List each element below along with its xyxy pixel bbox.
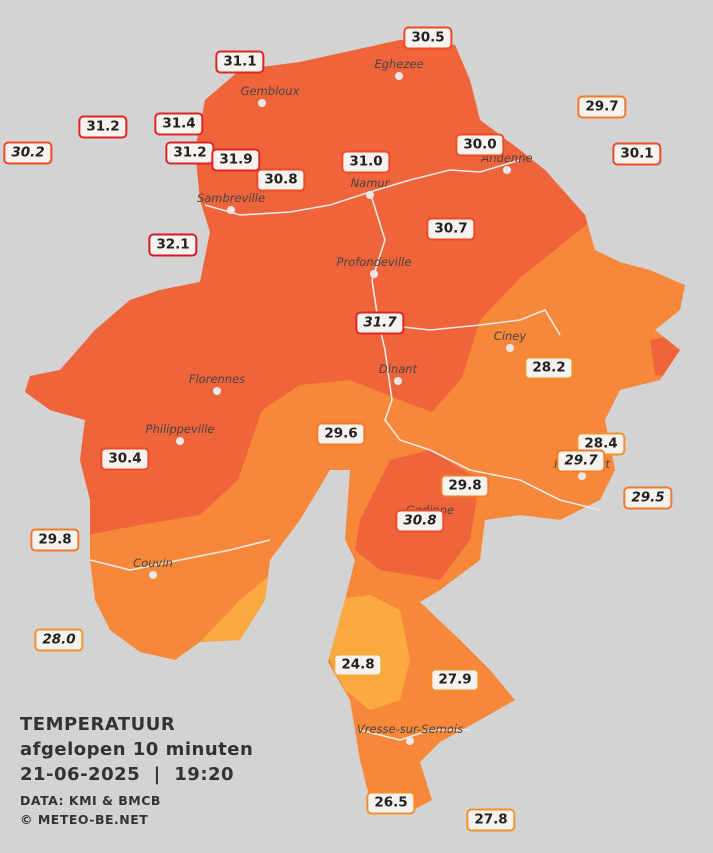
town-label: Vresse-sur-Semois [356, 722, 464, 736]
station-label: 30.4 [100, 447, 150, 471]
town-label: Sambreville [196, 191, 266, 205]
station-label: 27.9 [430, 668, 480, 692]
town-label: Dinant [378, 362, 418, 376]
station-label: 29.7 [577, 95, 627, 119]
title-line: TEMPERATUUR [20, 714, 176, 735]
credit: © METEO-BE.NET [20, 812, 149, 827]
town-dot [506, 344, 514, 352]
town-dot [578, 472, 586, 480]
station-label: 28.2 [524, 356, 574, 380]
station-label: 29.6 [316, 422, 366, 446]
town-dot [366, 191, 374, 199]
town-label: Eghezee [374, 57, 424, 71]
station-label: 30.1 [612, 142, 662, 166]
credit: DATA: KMI & BMCB [20, 793, 161, 808]
station-label: 30.2 [3, 141, 53, 165]
town-dot [149, 571, 157, 579]
station-label: 30.8 [395, 509, 445, 533]
town-dot [370, 270, 378, 278]
river [384, 309, 561, 336]
town-dot [394, 377, 402, 385]
town-dot [406, 737, 414, 745]
legend: TEMPERATUUR afgelopen 10 minuten 21-06-2… [20, 712, 253, 829]
station-label: 30.0 [455, 133, 505, 157]
warm-zone [650, 330, 685, 380]
river [359, 729, 470, 741]
town-dot [258, 99, 266, 107]
town-label: Profondeville [336, 255, 412, 269]
town-dot [503, 166, 511, 174]
town-label: Couvin [133, 556, 173, 570]
station-label: 31.2 [78, 115, 128, 139]
rivers [89, 159, 601, 741]
station-label: 29.5 [623, 486, 673, 510]
town-label: Florennes [188, 372, 246, 386]
station-label: 30.7 [426, 217, 476, 241]
river [369, 191, 601, 511]
title-line: afgelopen 10 minuten [20, 739, 254, 760]
station-label: 28.0 [34, 628, 84, 652]
station-label: 26.5 [366, 791, 416, 815]
station-label: 24.8 [333, 653, 383, 677]
town-label: Namur [350, 176, 390, 190]
station-label: 31.0 [341, 150, 391, 174]
station-label: 31.7 [355, 311, 405, 335]
station-label: 31.1 [215, 50, 265, 74]
title-line: 21-06-2025 | 19:20 [20, 764, 235, 785]
station-label: 32.1 [148, 233, 198, 257]
town-label: Ciney [493, 329, 527, 343]
cool-zone [325, 595, 410, 710]
station-label: 30.5 [403, 26, 453, 50]
town-label: Philippeville [145, 422, 215, 436]
station-label: 29.7 [556, 449, 606, 473]
station-label: 29.8 [440, 474, 490, 498]
town-dot [227, 206, 235, 214]
river [89, 539, 271, 571]
town-dot [395, 72, 403, 80]
town-dot [176, 437, 184, 445]
station-label: 30.8 [256, 168, 306, 192]
town-label: Gembloux [240, 84, 300, 98]
station-label: 31.2 [165, 141, 215, 165]
station-label: 31.9 [211, 148, 261, 172]
station-label: 29.8 [30, 528, 80, 552]
station-label: 31.4 [154, 112, 204, 136]
station-label: 27.8 [466, 808, 516, 832]
town-dot [213, 387, 221, 395]
